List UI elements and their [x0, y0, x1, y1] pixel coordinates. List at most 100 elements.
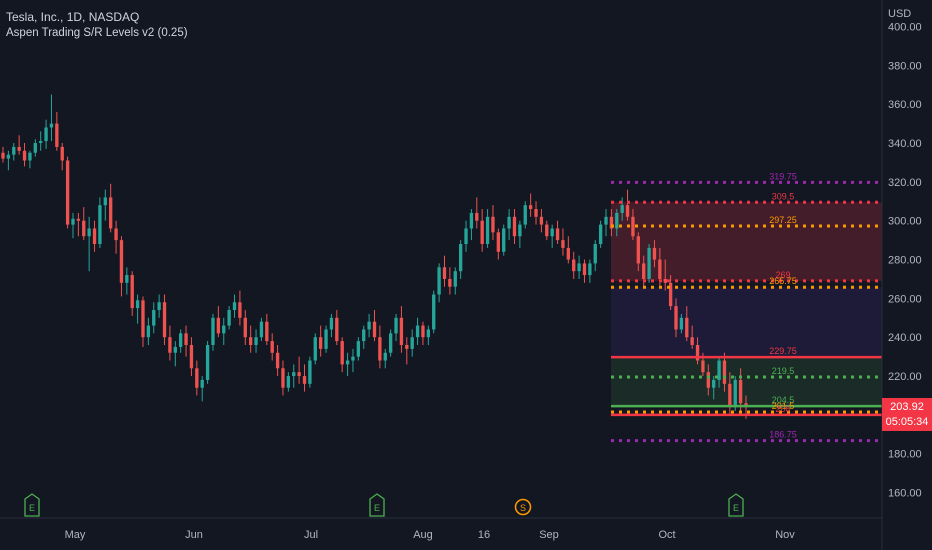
price-tick-label: 340.00: [888, 138, 922, 150]
sr-level-label: 219.5: [772, 366, 795, 376]
candle-body: [33, 143, 37, 153]
candle-body: [254, 337, 258, 345]
candle-body: [668, 282, 673, 307]
sr-zones: [611, 202, 882, 407]
candle-body: [469, 212, 474, 229]
candle-body: [706, 372, 710, 388]
candle-body: [152, 310, 156, 326]
candle-body: [642, 263, 646, 279]
candle-body: [496, 232, 501, 252]
time-tick-label: May: [65, 529, 86, 541]
candle-body: [55, 123, 59, 147]
time-tick-label: Nov: [775, 529, 795, 541]
candle-body: [60, 146, 64, 161]
candle-body: [308, 360, 312, 384]
sr-level-label: 186.75: [769, 430, 797, 440]
candle-body: [453, 271, 457, 287]
price-axis[interactable]: 160.00180.00200.00220.00240.00260.00280.…: [888, 22, 922, 500]
svg-text:E: E: [374, 503, 380, 513]
candle-body: [448, 278, 452, 287]
candle-body: [399, 317, 404, 345]
candle-body: [475, 212, 479, 221]
candle-body: [712, 379, 716, 388]
candle-body: [297, 372, 301, 377]
candle-body: [518, 224, 522, 237]
candle-body: [82, 220, 86, 237]
candle-body: [636, 236, 640, 264]
candle-body: [200, 379, 204, 388]
earnings-marker-icon[interactable]: E: [728, 493, 744, 517]
candle-body: [539, 216, 544, 225]
candle-body: [17, 146, 21, 151]
candlestick-series: [1, 94, 748, 419]
price-tick-label: 220.00: [888, 371, 922, 383]
candle-body: [141, 300, 145, 338]
candle-body: [528, 205, 533, 210]
svg-text:E: E: [29, 503, 35, 513]
candle-body: [609, 216, 614, 229]
currency-label[interactable]: USD: [888, 8, 912, 20]
candle-body: [335, 317, 339, 342]
candle-body: [345, 360, 350, 365]
earnings-marker-icon[interactable]: E: [24, 493, 40, 517]
candle-body: [378, 337, 382, 361]
price-tick-label: 160.00: [888, 488, 922, 500]
last-price-tag: 203.92 05:05:34: [882, 398, 932, 431]
candle-body: [458, 244, 463, 272]
candle-body: [523, 205, 527, 225]
candle-body: [189, 344, 194, 369]
candle-body: [265, 321, 269, 342]
time-axis[interactable]: May Jun Jul Aug 16 Sep Oct Nov: [65, 529, 796, 541]
candle-body: [367, 321, 371, 330]
candle-body: [44, 127, 48, 142]
candle-body: [292, 372, 296, 377]
candle-body: [421, 325, 425, 338]
earnings-marker-icon[interactable]: E: [369, 493, 385, 517]
candle-body: [39, 141, 43, 144]
candle-body: [216, 317, 221, 334]
price-tick-label: 400.00: [888, 22, 922, 34]
candle-body: [615, 212, 619, 229]
svg-text:S: S: [520, 503, 526, 513]
time-tick-label: Sep: [539, 529, 559, 541]
candle-body: [432, 294, 436, 330]
candle-body: [550, 228, 554, 237]
candle-body: [512, 216, 517, 237]
candle-body: [685, 317, 689, 338]
candle-body: [555, 228, 560, 241]
candle-body: [410, 337, 414, 349]
candle-body: [87, 228, 91, 237]
candle-body: [286, 376, 291, 388]
candle-body: [162, 302, 167, 338]
candle-body: [426, 329, 431, 338]
candle-body: [534, 209, 538, 217]
sr-level-label: 200: [775, 404, 790, 414]
symbol-title[interactable]: Tesla, Inc., 1D, NASDAQ: [6, 10, 140, 24]
candle-body: [491, 216, 495, 233]
candle-body: [275, 352, 280, 369]
candle-body: [388, 333, 393, 353]
candle-body: [598, 224, 603, 245]
candle-body: [184, 333, 188, 345]
candle-body: [679, 317, 684, 330]
time-tick-label: Jul: [304, 529, 318, 541]
price-tick-label: 180.00: [888, 449, 922, 461]
indicator-title[interactable]: Aspen Trading S/R Levels v2 (0.25): [6, 27, 188, 39]
candle-body: [173, 346, 177, 353]
candle-body: [383, 352, 387, 361]
candle-body: [340, 341, 344, 365]
candle-body: [631, 216, 635, 237]
candle-body: [442, 267, 447, 279]
candle-body: [259, 321, 264, 338]
sr-level-label: 229.75: [769, 346, 797, 356]
candle-body: [1, 152, 5, 159]
candle-body: [114, 228, 118, 241]
split-marker-icon[interactable]: S: [514, 498, 532, 516]
candle-body: [502, 228, 506, 252]
candle-body: [647, 247, 651, 279]
sr-level-label: 269: [775, 270, 790, 280]
last-price-value: 203.92: [890, 401, 924, 413]
candle-body: [480, 220, 484, 245]
